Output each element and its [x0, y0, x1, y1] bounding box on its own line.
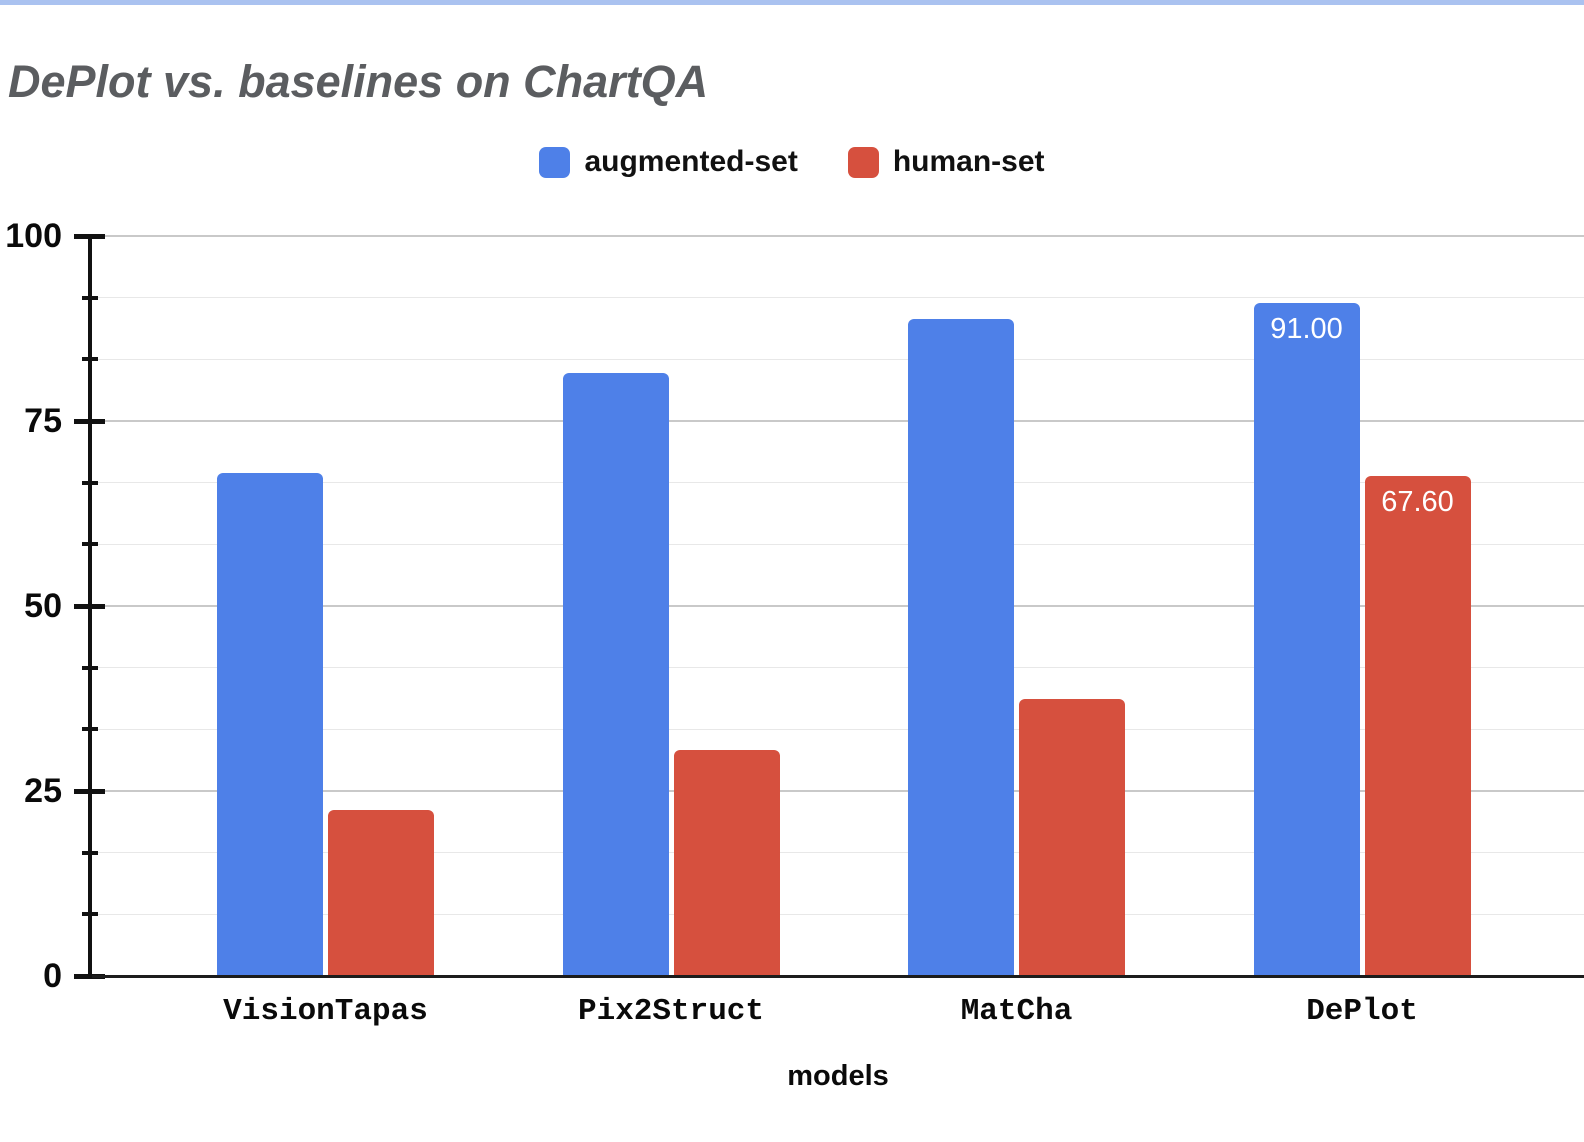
gridline-minor — [92, 543, 1584, 545]
legend-label-augmented-set: augmented-set — [584, 145, 798, 178]
legend-swatch-red-icon — [847, 146, 879, 178]
gridline-major — [92, 235, 1584, 237]
x-axis-title: models — [787, 1060, 889, 1092]
gridline-minor — [92, 482, 1584, 484]
y-axis-line — [88, 234, 92, 978]
gridline-minor — [92, 852, 1584, 854]
gridline-major — [92, 605, 1584, 607]
x-tick-label-Pix2Struct: Pix2Struct — [577, 994, 765, 1029]
gridline-minor — [92, 913, 1584, 915]
bar-value-label-DePlot-human-set: 67.60 — [1381, 485, 1454, 518]
bar-augmented-set-MatCha — [908, 318, 1014, 976]
legend-label-human-set: human-set — [892, 145, 1045, 178]
bar-value-label-DePlot-augmented-set: 91.00 — [1270, 312, 1343, 345]
gridline-minor — [92, 667, 1584, 669]
legend-item-human-set: human-set — [847, 145, 1045, 179]
gridline-major — [92, 420, 1584, 422]
y-tick-label: 100 — [5, 217, 62, 255]
bar-human-set-MatCha — [1019, 698, 1125, 976]
bar-augmented-set-VisionTapas — [217, 472, 323, 976]
legend-swatch-blue-icon — [539, 146, 571, 178]
gridline-minor — [92, 297, 1584, 299]
bar-human-set-Pix2Struct — [673, 750, 780, 976]
legend-item-augmented-set: augmented-set — [539, 145, 798, 179]
y-tick-label: 0 — [43, 957, 62, 995]
chart-title: DePlot vs. baselines on ChartQA — [8, 56, 709, 107]
gridline-minor — [92, 728, 1584, 730]
bar-human-set-DePlot: 67.60 — [1364, 475, 1471, 976]
bar-human-set-VisionTapas — [328, 809, 434, 976]
legend: augmented-set human-set — [0, 143, 1584, 181]
top-accent-strip — [0, 0, 1584, 5]
gridline-major — [92, 790, 1584, 792]
y-tick-label: 50 — [24, 587, 62, 625]
x-tick-label-MatCha: MatCha — [960, 994, 1073, 1029]
bar-augmented-set-DePlot: 91.00 — [1253, 302, 1360, 976]
x-tick-label-VisionTapas: VisionTapas — [223, 994, 428, 1029]
x-tick-label-DePlot: DePlot — [1306, 994, 1418, 1029]
y-tick-label: 25 — [24, 772, 62, 810]
bar-augmented-set-Pix2Struct — [562, 372, 669, 976]
y-tick-label: 75 — [24, 402, 62, 440]
gridline-minor — [92, 358, 1584, 360]
x-axis-line — [92, 974, 1584, 978]
